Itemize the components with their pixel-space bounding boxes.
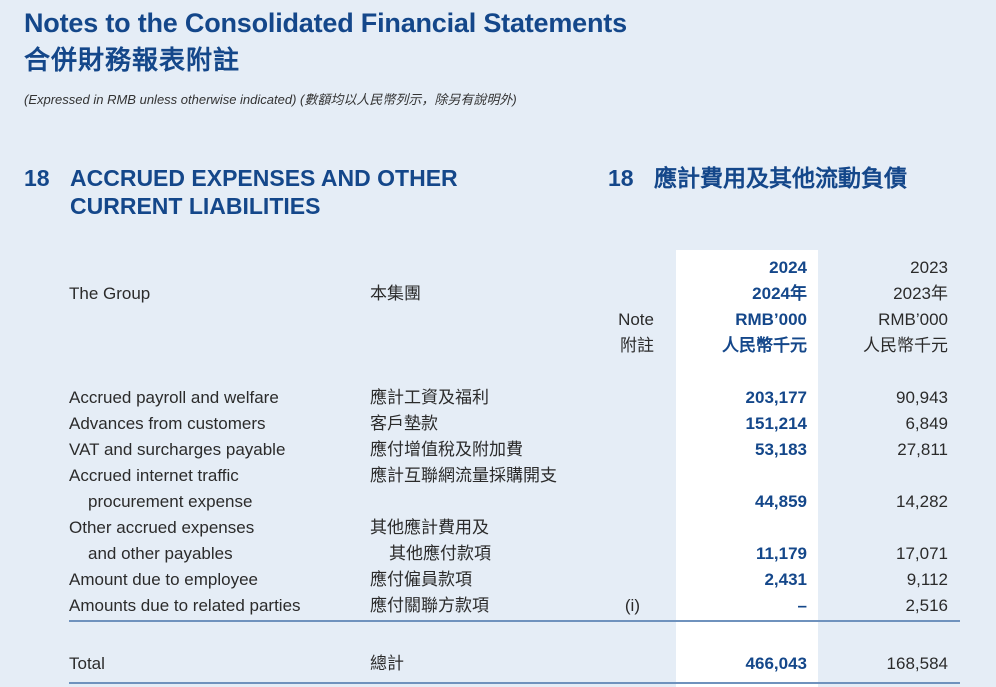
value-2023: 17,071	[896, 544, 948, 563]
row-label: Advances from customers	[69, 414, 266, 433]
total-rule	[69, 682, 960, 684]
total-label: Total	[69, 654, 105, 673]
total-label-chinese: 總計	[370, 654, 404, 673]
row-label: Accrued payroll and welfare	[69, 388, 279, 407]
section-title-line2: CURRENT LIABILITIES	[70, 193, 321, 219]
row-label-continued: procurement expense	[88, 492, 253, 511]
row-label-chinese: 客戶墊款	[370, 414, 438, 433]
row-label: Accrued internet traffic	[69, 466, 239, 485]
total-2024: 466,043	[745, 654, 807, 673]
year-2023-header: 2023	[910, 258, 948, 277]
subtotal-rule	[69, 620, 960, 622]
row-label-chinese: 其他應計費用及	[370, 518, 489, 537]
value-2024: 44,859	[755, 492, 807, 511]
unit-2023-header: RMB’000	[878, 310, 948, 329]
year-2024-header-chinese: 2024年	[752, 284, 807, 303]
section-title-chinese: 應計費用及其他流動負債	[654, 165, 907, 191]
section-number-chinese: 18	[608, 165, 634, 191]
value-2024: 53,183	[755, 440, 807, 459]
value-2023: 2,516	[905, 596, 948, 615]
row-label-continued: and other payables	[88, 544, 233, 563]
note-column-header-chinese: 附註	[620, 336, 654, 355]
note-reference: (i)	[624, 596, 640, 615]
currency-note: (Expressed in RMB unless otherwise indic…	[24, 92, 517, 107]
year-2024-header: 2024	[769, 258, 807, 277]
value-2024: 11,179	[755, 544, 807, 563]
value-2024: 2,431	[764, 570, 807, 589]
unit-2023-header-chinese: 人民幣千元	[863, 336, 948, 355]
value-2023: 14,282	[896, 492, 948, 511]
value-2023: 90,943	[896, 388, 948, 407]
total-2023: 168,584	[886, 654, 948, 673]
row-label-chinese: 應付僱員款項	[370, 570, 472, 589]
row-label: Other accrued expenses	[69, 518, 255, 537]
row-label: VAT and surcharges payable	[69, 440, 286, 459]
unit-2024-header-chinese: 人民幣千元	[722, 336, 807, 355]
unit-2024-header: RMB’000	[735, 310, 807, 329]
section-title-line1: ACCRUED EXPENSES AND OTHER	[70, 165, 458, 191]
note-column-header: Note	[618, 310, 654, 329]
page-title-chinese: 合併財務報表附註	[24, 45, 241, 75]
row-label-chinese: 應付關聯方款項	[370, 596, 489, 615]
row-label-chinese: 應計工資及福利	[370, 388, 489, 407]
value-2023: 6,849	[905, 414, 948, 433]
row-label-chinese: 應付增值稅及附加費	[370, 440, 523, 459]
value-2023: 9,112	[906, 570, 948, 589]
row-label: Amounts due to related parties	[69, 596, 301, 615]
row-label-chinese-continued: 其他應付款項	[389, 544, 491, 563]
section-number: 18	[24, 165, 50, 191]
value-2024: 203,177	[745, 388, 807, 407]
current-year-column-highlight	[676, 250, 818, 687]
row-label-chinese: 應計互聯網流量採購開支	[370, 466, 557, 485]
value-2024: –	[797, 596, 807, 615]
value-2024: 151,214	[745, 414, 807, 433]
page-title: Notes to the Consolidated Financial Stat…	[24, 8, 627, 38]
group-label-chinese: 本集團	[370, 284, 421, 303]
year-2023-header-chinese: 2023年	[893, 284, 948, 303]
value-2023: 27,811	[897, 440, 948, 459]
group-label: The Group	[69, 284, 151, 303]
row-label: Amount due to employee	[69, 570, 259, 589]
